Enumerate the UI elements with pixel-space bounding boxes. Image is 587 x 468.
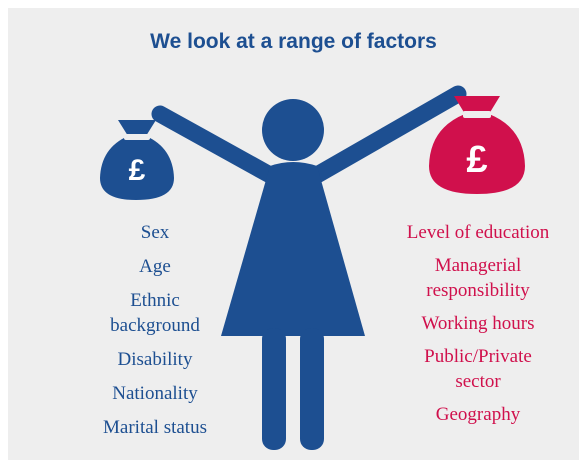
factor-text: Sex [80,220,230,245]
factor-text: Public/Private [378,344,578,369]
factor: Level of education [378,220,578,245]
bag-symbol: £ [129,154,146,187]
factor-text: Disability [80,347,230,372]
factor: Geography [378,402,578,427]
left-money-bag: £ [100,120,174,200]
factor: Age [80,254,230,279]
factor: Sex [80,220,230,245]
factor-text: responsibility [378,278,578,303]
factor-text: Marital status [80,415,230,440]
factor: Disability [80,347,230,372]
factor-text: sector [378,369,578,394]
factor-text: background [80,313,230,338]
page: We look at a range of factors £ £ SexAge… [0,0,587,468]
factor-text: Managerial [378,253,578,278]
factor-text: Working hours [378,311,578,336]
factor-text: Level of education [378,220,578,245]
bag-symbol: £ [466,139,487,181]
factor-text: Age [80,254,230,279]
factor-text: Ethnic [80,288,230,313]
factor: Working hours [378,311,578,336]
factor: Nationality [80,381,230,406]
factor: Marital status [80,415,230,440]
factor-text: Nationality [80,381,230,406]
factor-text: Geography [378,402,578,427]
